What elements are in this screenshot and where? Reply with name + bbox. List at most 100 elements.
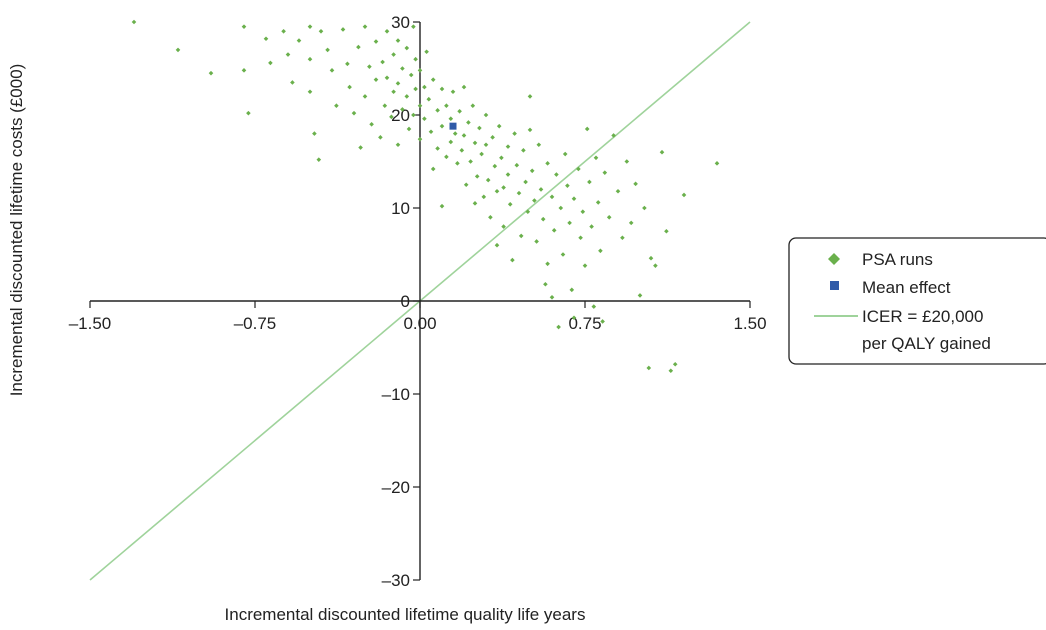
psa-point (501, 224, 506, 229)
psa-point (448, 116, 454, 122)
psa-point (422, 84, 427, 90)
psa-point (589, 224, 594, 229)
psa-point (404, 94, 410, 99)
psa-point (582, 263, 588, 268)
psa-points-layer (131, 19, 720, 374)
psa-point (312, 131, 317, 136)
psa-point (424, 49, 429, 55)
psa-point (307, 56, 313, 62)
psa-point (472, 140, 478, 146)
psa-point (490, 135, 495, 140)
psa-point (362, 24, 368, 29)
psa-point (435, 146, 440, 151)
psa-point (714, 161, 720, 166)
psa-point (391, 89, 396, 95)
psa-point (512, 131, 517, 136)
psa-point (268, 60, 273, 66)
psa-point (681, 192, 687, 198)
psa-point (628, 220, 634, 226)
psa-point (483, 112, 489, 118)
psa-point (439, 123, 445, 129)
psa-point (543, 281, 548, 287)
psa-point (499, 155, 504, 161)
psa-point (615, 188, 621, 194)
psa-point (571, 196, 577, 201)
psa-point (653, 263, 658, 268)
psa-point (593, 155, 599, 161)
x-tick-label: –0.75 (234, 314, 277, 333)
psa-point (417, 103, 423, 108)
psa-point (417, 136, 423, 142)
psa-point (560, 252, 566, 257)
psa-point (549, 294, 555, 300)
psa-point (426, 96, 432, 102)
y-tick-label: –10 (382, 385, 410, 404)
psa-point (380, 59, 385, 65)
psa-point (307, 24, 313, 29)
psa-point (496, 123, 502, 129)
psa-point (439, 86, 445, 92)
psa-point (367, 64, 372, 69)
x-tick-label: 0.00 (403, 314, 436, 333)
x-tick-label: 0.75 (568, 314, 601, 333)
psa-point (633, 181, 638, 187)
psa-point (514, 162, 520, 168)
psa-point (584, 126, 590, 132)
psa-point (351, 110, 357, 116)
psa-point (307, 89, 313, 95)
psa-point (340, 27, 346, 32)
psa-point (494, 242, 500, 248)
psa-point (488, 215, 493, 220)
psa-point (525, 209, 531, 215)
psa-point (241, 24, 247, 29)
psa-point (598, 248, 603, 254)
psa-point (591, 304, 597, 309)
psa-point (562, 151, 568, 157)
psa-point (485, 177, 491, 183)
psa-point (648, 255, 654, 261)
psa-point (459, 148, 465, 153)
psa-point (400, 107, 405, 112)
legend-psa-label: PSA runs (862, 250, 933, 269)
psa-point (549, 194, 555, 200)
psa-point (356, 44, 361, 50)
psa-point (664, 228, 669, 234)
psa-point (373, 77, 379, 82)
psa-point (529, 168, 535, 174)
psa-point (569, 287, 575, 293)
legend-mean-label: Mean effect (862, 278, 951, 297)
psa-point (455, 161, 460, 166)
psa-point (450, 89, 456, 95)
mean-effect-point (449, 122, 457, 130)
psa-point (472, 201, 478, 206)
psa-point (600, 319, 605, 324)
psa-point (518, 233, 524, 239)
psa-point (602, 170, 608, 175)
psa-point (404, 45, 410, 51)
psa-point (595, 200, 601, 205)
psa-point (461, 133, 467, 138)
psa-point (457, 108, 462, 114)
y-tick-label: –30 (382, 571, 410, 590)
psa-point (439, 203, 445, 209)
psa-point (545, 261, 550, 267)
psa-point (567, 220, 572, 226)
psa-point (527, 127, 533, 133)
psa-point (400, 66, 405, 71)
psa-point (468, 159, 473, 164)
x-tick-label: –1.50 (69, 314, 112, 333)
psa-point (389, 114, 394, 120)
legend-psa-marker (828, 253, 840, 265)
psa-point (492, 163, 498, 169)
legend-mean-marker (830, 281, 839, 290)
psa-point (246, 110, 251, 116)
psa-point (334, 103, 339, 108)
psa-point (580, 209, 586, 215)
x-tick-label: 1.50 (733, 314, 766, 333)
psa-point (406, 126, 412, 132)
psa-point (637, 293, 643, 298)
legend-box (788, 237, 1046, 365)
psa-point (505, 144, 511, 149)
psa-point (263, 36, 269, 42)
psa-point (318, 29, 324, 34)
